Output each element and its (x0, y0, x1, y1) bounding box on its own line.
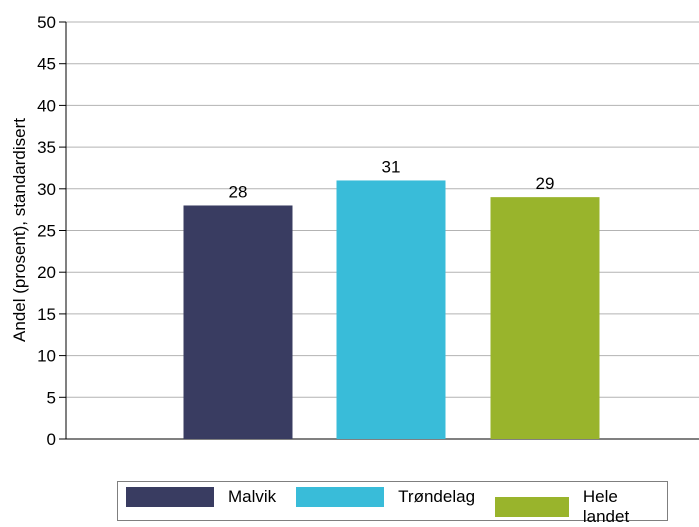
y-axis: 0 5 10 15 20 25 30 35 40 45 50 (37, 13, 699, 449)
y-tick-label: 50 (37, 13, 56, 32)
data-label: 28 (229, 182, 248, 201)
y-tick-label: 40 (37, 96, 56, 115)
legend-label-trondelag: Trøndelag (398, 487, 476, 506)
y-tick-label: 15 (37, 305, 56, 324)
y-tick-label: 45 (37, 55, 56, 74)
legend: Malvik Trøndelag Hele landet (117, 481, 668, 526)
legend-item-malvik: Malvik (126, 487, 276, 507)
data-label: 31 (382, 157, 401, 176)
legend-label-hele-landet: Hele landet (582, 487, 630, 526)
legend-item-hele-landet: Hele landet (495, 487, 655, 527)
data-label: 29 (536, 174, 555, 193)
legend-swatch-hele-landet (495, 497, 569, 517)
y-tick-label: 25 (37, 222, 56, 241)
y-tick-label: 5 (47, 388, 56, 407)
bar-chart: 0 5 10 15 20 25 30 35 40 45 50 28 31 29 Andel (prose… (10, 13, 699, 449)
y-tick-label: 0 (47, 430, 56, 449)
y-tick-label: 10 (37, 347, 56, 366)
y-tick-label: 35 (37, 138, 56, 157)
y-tick-label: 30 (37, 180, 56, 199)
bar-malvik (183, 205, 293, 439)
legend-label-malvik: Malvik (228, 487, 277, 506)
bars (183, 180, 600, 439)
bar-hele-landet (490, 197, 600, 439)
y-axis-title: Andel (prosent), standardisert (10, 118, 29, 342)
legend-item-trondelag: Trøndelag (296, 487, 475, 507)
data-labels: 28 31 29 (229, 157, 555, 201)
y-tick-label: 20 (37, 263, 56, 282)
legend-swatch-trondelag (296, 487, 385, 507)
bar-trøndelag (336, 180, 446, 439)
legend-swatch-malvik (126, 487, 214, 507)
